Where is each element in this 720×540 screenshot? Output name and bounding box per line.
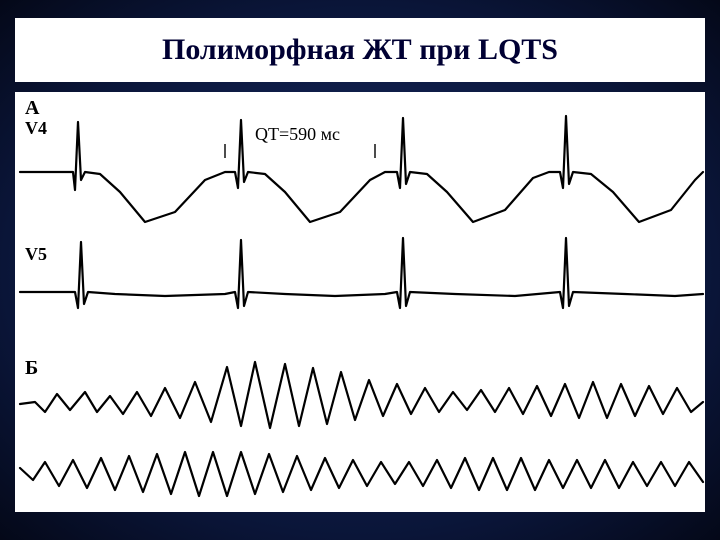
trace-poly-bot — [20, 452, 703, 496]
slide-root: Полиморфная ЖТ при LQTS А V4 V5 Б QT=590… — [0, 0, 720, 540]
lead-label-v5: V5 — [25, 244, 47, 264]
qt-marker — [225, 144, 375, 158]
ecg-panel: А V4 V5 Б QT=590 мс — [15, 92, 705, 512]
panel-label-b: Б — [25, 357, 38, 379]
lead-label-v4: V4 — [25, 118, 47, 138]
panel-label-a: А — [25, 97, 40, 119]
ecg-svg: А V4 V5 Б QT=590 мс — [15, 92, 705, 512]
qt-annotation: QT=590 мс — [255, 124, 340, 144]
trace-poly-top — [20, 362, 703, 428]
title-bar: Полиморфная ЖТ при LQTS — [15, 18, 705, 82]
trace-v4 — [20, 116, 703, 222]
slide-title: Полиморфная ЖТ при LQTS — [162, 33, 558, 67]
trace-v5 — [20, 238, 703, 308]
